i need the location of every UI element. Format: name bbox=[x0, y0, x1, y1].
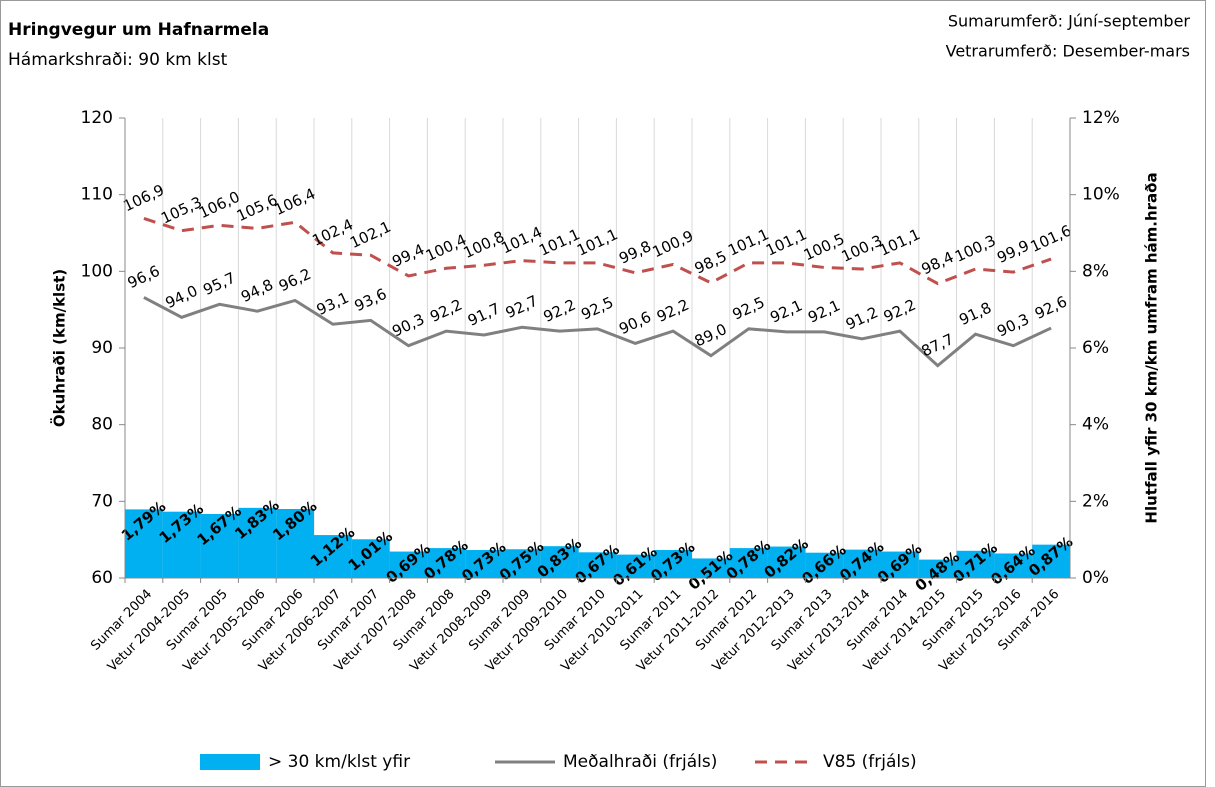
area-segment bbox=[503, 549, 541, 578]
area-layer bbox=[124, 118, 1071, 578]
annotation: Vetrarumferð: Desember-mars bbox=[946, 42, 1190, 61]
area-segment bbox=[654, 550, 692, 578]
annotation: Sumarumferð: Júní-september bbox=[948, 12, 1191, 31]
area-segment bbox=[578, 552, 617, 578]
area-segment bbox=[767, 546, 806, 578]
y2-tick-label: 0% bbox=[1082, 568, 1109, 588]
y2-tick-label: 10% bbox=[1082, 185, 1120, 205]
legend-label: Meðalhraði (frjáls) bbox=[563, 752, 717, 772]
y-tick-label: 110 bbox=[81, 185, 113, 205]
y2-tick-label: 12% bbox=[1082, 108, 1120, 128]
area-segment bbox=[276, 509, 314, 578]
area-segment bbox=[994, 553, 1033, 578]
y2-tick-label: 8% bbox=[1082, 261, 1109, 281]
y-tick-label: 120 bbox=[81, 108, 113, 128]
y-tick-label: 60 bbox=[91, 568, 113, 588]
chart-title: Hringvegur um Hafnarmela bbox=[8, 20, 269, 40]
y-tick-label: 70 bbox=[91, 491, 113, 511]
y-axis-title: Ökuhraði (km/klst) bbox=[50, 269, 69, 427]
chart-subtitle: Hámarkshraði: 90 km klst bbox=[8, 50, 228, 70]
y-tick-label: 100 bbox=[81, 261, 113, 281]
area-segment bbox=[351, 539, 390, 578]
area-segment bbox=[616, 554, 655, 578]
area-segment bbox=[729, 548, 768, 578]
area-segment bbox=[805, 552, 844, 578]
area-segment bbox=[125, 509, 163, 578]
line-layer bbox=[143, 217, 1052, 368]
y2-tick-label: 4% bbox=[1082, 415, 1109, 435]
area-segment bbox=[540, 546, 579, 578]
area-segment bbox=[1032, 544, 1070, 578]
legend-label: V85 (frjáls) bbox=[823, 752, 917, 772]
area-segment bbox=[200, 513, 239, 578]
area-segment bbox=[389, 551, 428, 578]
area-segment bbox=[465, 550, 503, 578]
y-tick-label: 80 bbox=[91, 415, 113, 435]
area-segment bbox=[692, 558, 730, 578]
y2-tick-label: 2% bbox=[1082, 491, 1109, 511]
area-segment bbox=[427, 548, 466, 578]
area-segment bbox=[162, 511, 201, 578]
area-segment bbox=[956, 550, 995, 578]
line-series bbox=[143, 217, 1052, 286]
y-tick-label: 90 bbox=[91, 338, 113, 358]
area-segment bbox=[843, 549, 881, 578]
line-series bbox=[143, 296, 1052, 368]
area-segment bbox=[238, 507, 277, 578]
area-segment bbox=[918, 559, 957, 578]
legend-label: > 30 km/klst yfir bbox=[268, 752, 410, 772]
y2-tick-label: 6% bbox=[1082, 338, 1109, 358]
y2-axis-title: Hlutfall yfir 30 km/km umfram hám.hraða bbox=[1143, 172, 1161, 523]
area-segment bbox=[314, 535, 352, 578]
legend-swatch bbox=[200, 754, 260, 770]
area-segment bbox=[881, 551, 919, 578]
